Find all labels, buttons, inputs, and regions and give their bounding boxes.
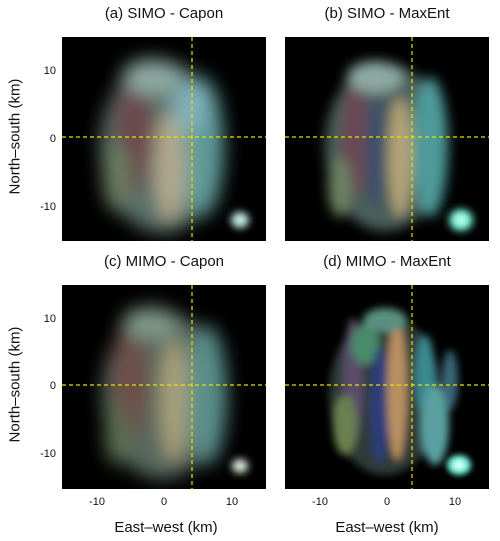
xtick-right-0: 0 [383,496,391,508]
panel-a-image [62,37,266,241]
y-axis-label-top: North–south (km) [6,78,24,195]
panel-d-title: (d) MIMO - MaxEnt [323,253,451,270]
ytick-top-0: 0 [49,133,56,145]
panel-b-image [285,37,489,241]
xtick-left-neg10: -10 [89,496,105,508]
y-axis-label-bottom: North–south (km) [6,326,24,443]
ytick-top-10: 10 [43,65,56,77]
ytick-bottom-0: 0 [49,380,56,392]
panel-d-image [285,285,489,489]
x-axis-label-right: East–west (km) [335,519,439,536]
panel-a-crosshair [62,37,266,241]
panel-b-crosshair [285,37,489,241]
panel-a-title: (a) SIMO - Capon [104,5,224,22]
xtick-right-10: 10 [448,496,462,508]
panel-c-title: (c) MIMO - Capon [103,253,224,270]
panel-b-title: (b) SIMO - MaxEnt [324,5,450,22]
xtick-right-neg10: -10 [312,496,328,508]
ytick-bottom-10: 10 [43,313,56,325]
panel-c-image [62,285,266,489]
x-axis-label-left: East–west (km) [114,519,218,536]
panel-d-crosshair [285,285,489,489]
panel-c-crosshair [62,285,266,489]
xtick-left-10: 10 [225,496,239,508]
ytick-top-neg10: -10 [40,201,56,213]
xtick-left-0: 0 [160,496,168,508]
ytick-bottom-neg10: -10 [40,448,56,460]
